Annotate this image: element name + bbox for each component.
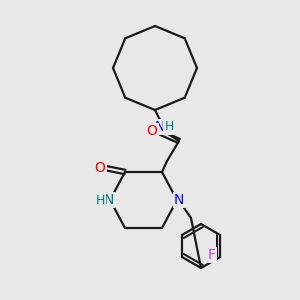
Text: N: N	[104, 193, 114, 207]
Text: F: F	[208, 248, 216, 262]
Text: N: N	[174, 193, 184, 207]
Text: N: N	[155, 120, 165, 134]
Text: O: O	[94, 161, 105, 175]
Text: H: H	[95, 194, 105, 206]
Text: O: O	[147, 124, 158, 138]
Text: H: H	[164, 121, 174, 134]
